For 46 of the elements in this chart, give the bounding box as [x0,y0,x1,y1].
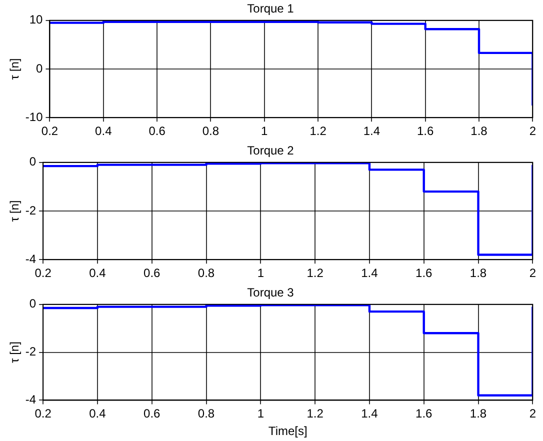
y-tick-label: 0 [29,296,36,311]
x-tick-label: 1.2 [310,124,327,138]
x-tick-label: 0.4 [89,266,106,280]
x-axis-title: Time[s] [268,424,308,438]
x-tick-label: 1.2 [306,406,324,421]
y-axis-title: τ [n] [8,200,22,222]
y-tick-label: 10 [29,12,44,27]
y-tick-label: -2 [25,344,36,359]
x-tick-label: 1 [257,266,264,280]
x-tick-label: 0.8 [198,266,215,280]
x-tick-label: 1.4 [363,124,380,138]
x-tick-label: 0.2 [41,124,58,138]
y-tick-label: -10 [25,110,44,124]
x-tick-label: 2 [529,266,536,280]
x-tick-label: 1.8 [470,406,487,421]
chart-title: Torque 1 [247,2,294,16]
x-tick-label: 1.8 [470,124,488,138]
y-tick-label: 0 [36,61,44,76]
x-tick-label: 1.8 [470,266,487,280]
x-tick-label: 1.6 [417,124,434,138]
y-axis-title: τ [n] [8,342,22,364]
chart-title: Torque 2 [247,144,294,158]
x-tick-label: 0.4 [89,406,106,421]
y-tick-label: -4 [25,392,36,407]
y-tick-label: -2 [25,203,36,218]
x-tick-label: 0.6 [148,124,166,138]
x-tick-label: 0.8 [198,406,215,421]
x-tick-label: 1 [261,124,268,138]
x-tick-label: 1.6 [416,406,433,421]
x-tick-label: 0.2 [34,406,52,421]
x-tick-label: 0.4 [95,124,112,138]
x-tick-label: 1.4 [361,406,378,421]
x-tick-label: 0.8 [202,124,220,138]
x-tick-label: 2 [529,406,536,421]
y-axis-title: τ [n] [8,58,22,80]
x-tick-label: 0.6 [144,406,161,421]
x-tick-label: 0.2 [34,266,52,280]
x-tick-label: 1.4 [361,266,378,280]
x-tick-label: 1.2 [306,266,324,280]
y-tick-label: -4 [25,252,36,266]
x-tick-label: 1.6 [416,266,433,280]
y-tick-label: 0 [29,154,36,169]
x-tick-label: 0.6 [144,266,161,280]
x-tick-label: 2 [529,124,536,138]
x-tick-label: 1 [257,406,264,421]
chart-title: Torque 3 [247,286,294,300]
